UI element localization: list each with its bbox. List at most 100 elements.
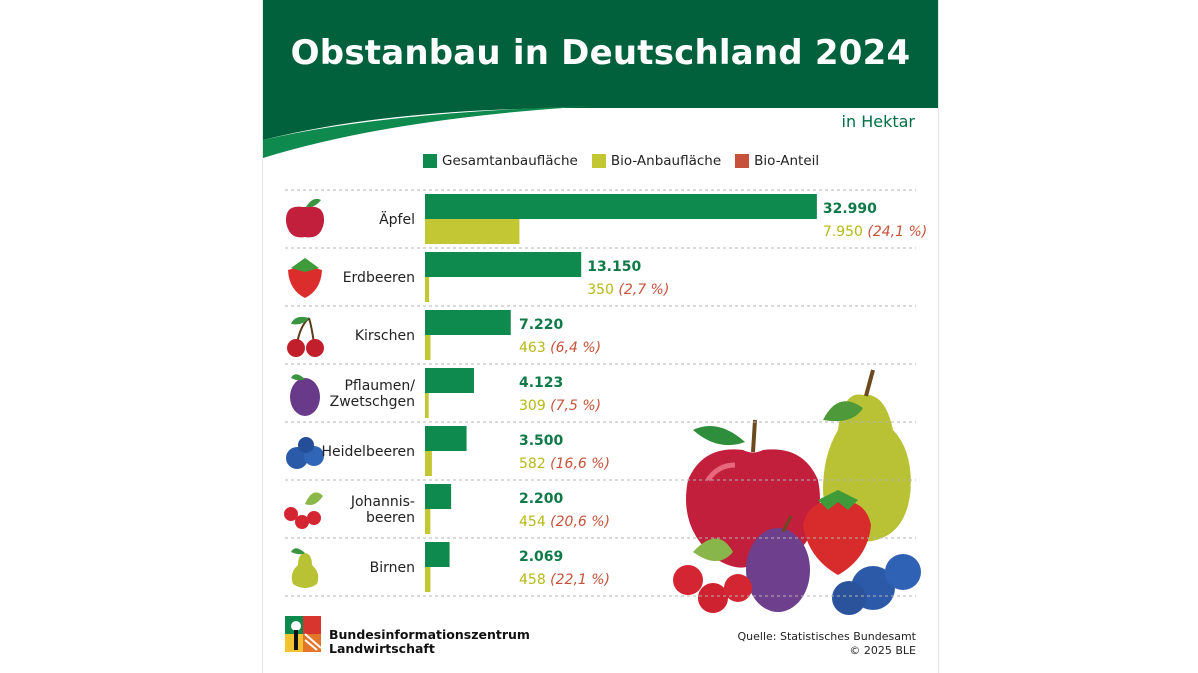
value-label-bio: 458 (22,1 %) [519, 572, 610, 588]
value-share: (6,4 %) [550, 340, 601, 356]
blueberry-3 [298, 437, 314, 453]
cherry-left [287, 339, 305, 357]
category-label: Pflaumen/Zwetschgen [330, 378, 416, 410]
chart-row-6: Johannis-beeren 2.200 454 (20,6 %) [284, 479, 916, 534]
bar-bio [425, 509, 431, 534]
value-label-total: 13.150 [587, 259, 641, 275]
cherries-icon [287, 316, 324, 357]
chart-row-7: Birnen 2.069 458 (22,1 %) [285, 537, 916, 597]
value-bio: 454 [519, 514, 550, 530]
value-label-total: 2.069 [519, 549, 563, 565]
value-label-bio: 7.950 (24,1 %) [823, 224, 927, 240]
value-bio: 458 [519, 572, 550, 588]
cherry-leaf [291, 316, 309, 325]
redcurrants-icon [284, 492, 323, 529]
value-bio: 309 [519, 398, 550, 414]
org-line-2: Landwirtschaft [329, 641, 435, 656]
legend-item-total: Gesamtanbaufläche [423, 152, 578, 170]
chart-row-5: Heidelbeeren 3.500 582 (16,6 %) [285, 421, 916, 476]
value-bio: 350 [587, 282, 618, 298]
strawberry-shape [288, 267, 322, 298]
bar-total [425, 310, 511, 335]
source-note: Quelle: Statistisches Bundesamt © 2025 B… [738, 630, 916, 658]
blueberry-1 [286, 447, 308, 469]
category-label: Johannis-beeren [350, 494, 415, 526]
value-label-total: 2.200 [519, 491, 564, 507]
category-label: Kirschen [355, 328, 415, 344]
value-label-bio: 350 (2,7 %) [587, 282, 669, 298]
bar-bio [425, 567, 431, 592]
legend: Gesamtanbaufläche Bio-Anbaufläche Bio-An… [423, 152, 819, 170]
bar-bio [425, 219, 520, 244]
plum-icon [290, 374, 320, 416]
currant-1 [284, 507, 298, 521]
plum-shape [290, 378, 320, 416]
value-label-total: 32.990 [823, 201, 877, 217]
watermark: © BLE [909, 471, 931, 490]
infographic-card: Obstanbau in Deutschland 2024 in Hektar … [262, 0, 939, 673]
legend-swatch-bio [591, 154, 606, 168]
chart-row-2: Erdbeeren 13.150 350 (2,7 %) [285, 247, 916, 302]
value-label-total: 4.123 [519, 375, 563, 391]
pear-leaf [291, 548, 305, 555]
pear-shape [291, 553, 319, 588]
cherry-right [306, 339, 324, 357]
chart-row-1: Äpfel 32.990 7.950 (24,1 %) [285, 189, 927, 244]
bar-total [425, 194, 817, 219]
ble-logo [283, 614, 323, 654]
value-share: (7,5 %) [550, 398, 601, 414]
value-label-bio: 582 (16,6 %) [519, 456, 610, 472]
legend-item-bio: Bio-Anbaufläche [591, 152, 722, 170]
value-share: (16,6 %) [550, 456, 610, 472]
currant-leaf [305, 492, 323, 505]
currant-2 [295, 515, 309, 529]
legend-item-share: Bio-Anteil [735, 152, 819, 170]
legend-label-total: Gesamtanbaufläche [442, 153, 578, 169]
value-share: (2,7 %) [618, 282, 669, 298]
value-bio: 463 [519, 340, 550, 356]
value-share: (20,6 %) [550, 514, 610, 530]
apple-icon [285, 198, 325, 238]
strawberry-icon [288, 258, 322, 298]
chart-row-3: Kirschen 7.220 463 (6,4 %) [285, 305, 916, 360]
fruit-illustration [673, 369, 921, 615]
legend-label-bio: Bio-Anbaufläche [610, 153, 722, 169]
blueberries-icon [286, 437, 324, 469]
category-label: Heidelbeeren [322, 444, 415, 460]
value-share: (24,1 %) [867, 224, 927, 240]
pear-icon [291, 548, 319, 588]
value-label-total: 7.220 [519, 317, 564, 333]
bar-bio [425, 277, 430, 302]
chart-rows: Äpfel 32.990 7.950 (24,1 %) Erdbeeren 13.150… [284, 189, 927, 597]
bar-chart: Äpfel 32.990 7.950 (24,1 %) Erdbeeren 13.150… [284, 189, 927, 615]
plum-leaf [291, 374, 305, 381]
currant-3 [307, 511, 321, 525]
bar-total [425, 252, 582, 277]
header-banner [263, 0, 938, 158]
apple-leaf [306, 198, 321, 208]
value-label-bio: 309 (7,5 %) [519, 398, 601, 414]
bar-total [425, 426, 467, 451]
category-label: Erdbeeren [343, 270, 415, 286]
chart-row-4: Pflaumen/Zwetschgen 4.123 309 (7,5 %) [285, 363, 916, 418]
bar-total [425, 484, 452, 509]
legend-swatch-share [735, 154, 750, 168]
bar-bio [425, 393, 429, 418]
value-label-bio: 463 (6,4 %) [519, 340, 601, 356]
org-line-1: Bundesinformationszentrum [329, 627, 530, 642]
bar-bio [425, 451, 432, 476]
legend-swatch-total [423, 154, 437, 168]
legend-label-share: Bio-Anteil [754, 153, 820, 169]
unit-label: in Hektar [841, 112, 915, 131]
copyright-text: © 2025 BLE [849, 644, 916, 657]
value-label-total: 3.500 [519, 433, 564, 449]
value-share: (22,1 %) [550, 572, 610, 588]
bar-total [425, 542, 450, 567]
page-title: Obstanbau in Deutschland 2024 [290, 33, 911, 73]
category-label: Birnen [370, 560, 415, 576]
source-text: Quelle: Statistisches Bundesamt [737, 630, 916, 643]
bar-total [425, 368, 474, 393]
value-bio: 7.950 [823, 224, 868, 240]
value-label-bio: 454 (20,6 %) [519, 514, 610, 530]
strawberry-leaf [291, 258, 319, 272]
